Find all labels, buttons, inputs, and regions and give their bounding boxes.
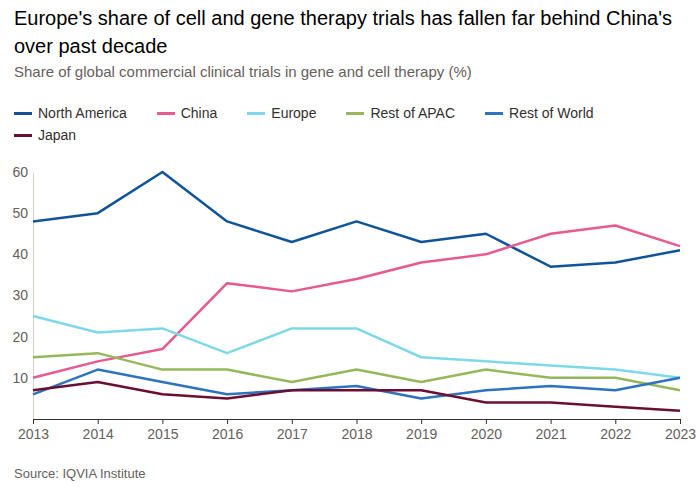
chart: 10 20 30 40 50 60 2013 2014 2015 2016 2017 2018 2019… — [0, 0, 700, 500]
x-tick: 2018 — [341, 419, 372, 442]
x-tick: 2022 — [600, 419, 631, 442]
y-tick: 30 — [12, 287, 33, 303]
legend-label: North America — [38, 105, 127, 121]
y-tick-label: 20 — [12, 329, 28, 345]
legend-label: China — [181, 105, 218, 121]
x-tick: 2014 — [83, 419, 114, 442]
x-axis: 2013 2014 2015 2016 2017 2018 2019 2020 2021 2022… — [18, 419, 696, 442]
y-tick: 60 — [12, 164, 33, 180]
legend-swatch — [14, 112, 32, 115]
legend-swatch — [485, 112, 503, 115]
x-tick-label: 2018 — [341, 426, 372, 442]
title: Europe's share of cell and gene therapy … — [14, 4, 694, 60]
x-tick-label: 2021 — [536, 426, 567, 442]
x-tick: 2019 — [406, 419, 437, 442]
legend-item: Japan — [14, 126, 76, 144]
y-tick: 20 — [12, 329, 33, 345]
x-tick-mark — [292, 419, 293, 424]
legend-item: China — [157, 104, 218, 122]
y-tick-label: 10 — [12, 370, 28, 386]
x-tick-mark — [615, 419, 616, 424]
x-tick-label: 2020 — [471, 426, 502, 442]
x-tick-label: 2017 — [277, 426, 308, 442]
legend-label: Rest of World — [509, 105, 594, 121]
series-line — [33, 226, 680, 378]
x-tick: 2023 — [665, 419, 696, 442]
x-tick: 2016 — [212, 419, 243, 442]
x-tick-mark — [98, 419, 99, 424]
legend-swatch — [14, 134, 32, 137]
series-line — [33, 370, 680, 399]
y-tick: 40 — [12, 246, 33, 262]
x-tick-label: 2023 — [665, 426, 696, 442]
y-tick: 50 — [12, 205, 33, 221]
series-line — [33, 353, 680, 390]
x-tick-mark — [33, 419, 34, 424]
legend-item: North America — [14, 104, 127, 122]
series-line — [33, 172, 680, 267]
x-tick-mark — [551, 419, 552, 424]
legend-label: Rest of APAC — [370, 105, 455, 121]
x-tick-label: 2016 — [212, 426, 243, 442]
legend-item: Europe — [247, 104, 316, 122]
x-tick-label: 2014 — [83, 426, 114, 442]
y-axis-line — [33, 173, 34, 420]
x-tick-label: 2015 — [147, 426, 178, 442]
x-tick-mark — [421, 419, 422, 424]
y-tick-label: 40 — [12, 246, 28, 262]
x-tick: 2013 — [18, 419, 49, 442]
x-tick: 2017 — [277, 419, 308, 442]
x-tick: 2015 — [147, 419, 178, 442]
subtitle: Share of global commercial clinical tria… — [14, 62, 694, 82]
y-tick-label: 60 — [12, 164, 28, 180]
legend-item: Rest of World — [485, 104, 594, 122]
x-tick-mark — [486, 419, 487, 424]
x-tick-label: 2019 — [406, 426, 437, 442]
series-line — [33, 382, 680, 411]
legend-item: Rest of APAC — [346, 104, 455, 122]
y-tick-label: 30 — [12, 287, 28, 303]
y-axis: 10 20 30 40 50 60 — [12, 164, 33, 420]
y-tick-label: 50 — [12, 205, 28, 221]
x-tick: 2020 — [471, 419, 502, 442]
legend-swatch — [346, 112, 364, 115]
legend-label: Europe — [271, 105, 316, 121]
legend: North America China Europe Rest of APAC Rest… — [14, 104, 634, 144]
x-tick-mark — [162, 419, 163, 424]
y-tick: 10 — [12, 370, 33, 386]
legend-swatch — [247, 112, 265, 115]
x-tick-mark — [357, 419, 358, 424]
x-tick-mark — [227, 419, 228, 424]
plot-area — [33, 172, 680, 411]
legend-label: Japan — [38, 127, 76, 143]
x-tick: 2021 — [536, 419, 567, 442]
x-tick-mark — [680, 419, 681, 424]
x-tick-label: 2022 — [600, 426, 631, 442]
source: Source: IQVIA Institute — [14, 466, 146, 481]
legend-swatch — [157, 112, 175, 115]
x-tick-label: 2013 — [18, 426, 49, 442]
